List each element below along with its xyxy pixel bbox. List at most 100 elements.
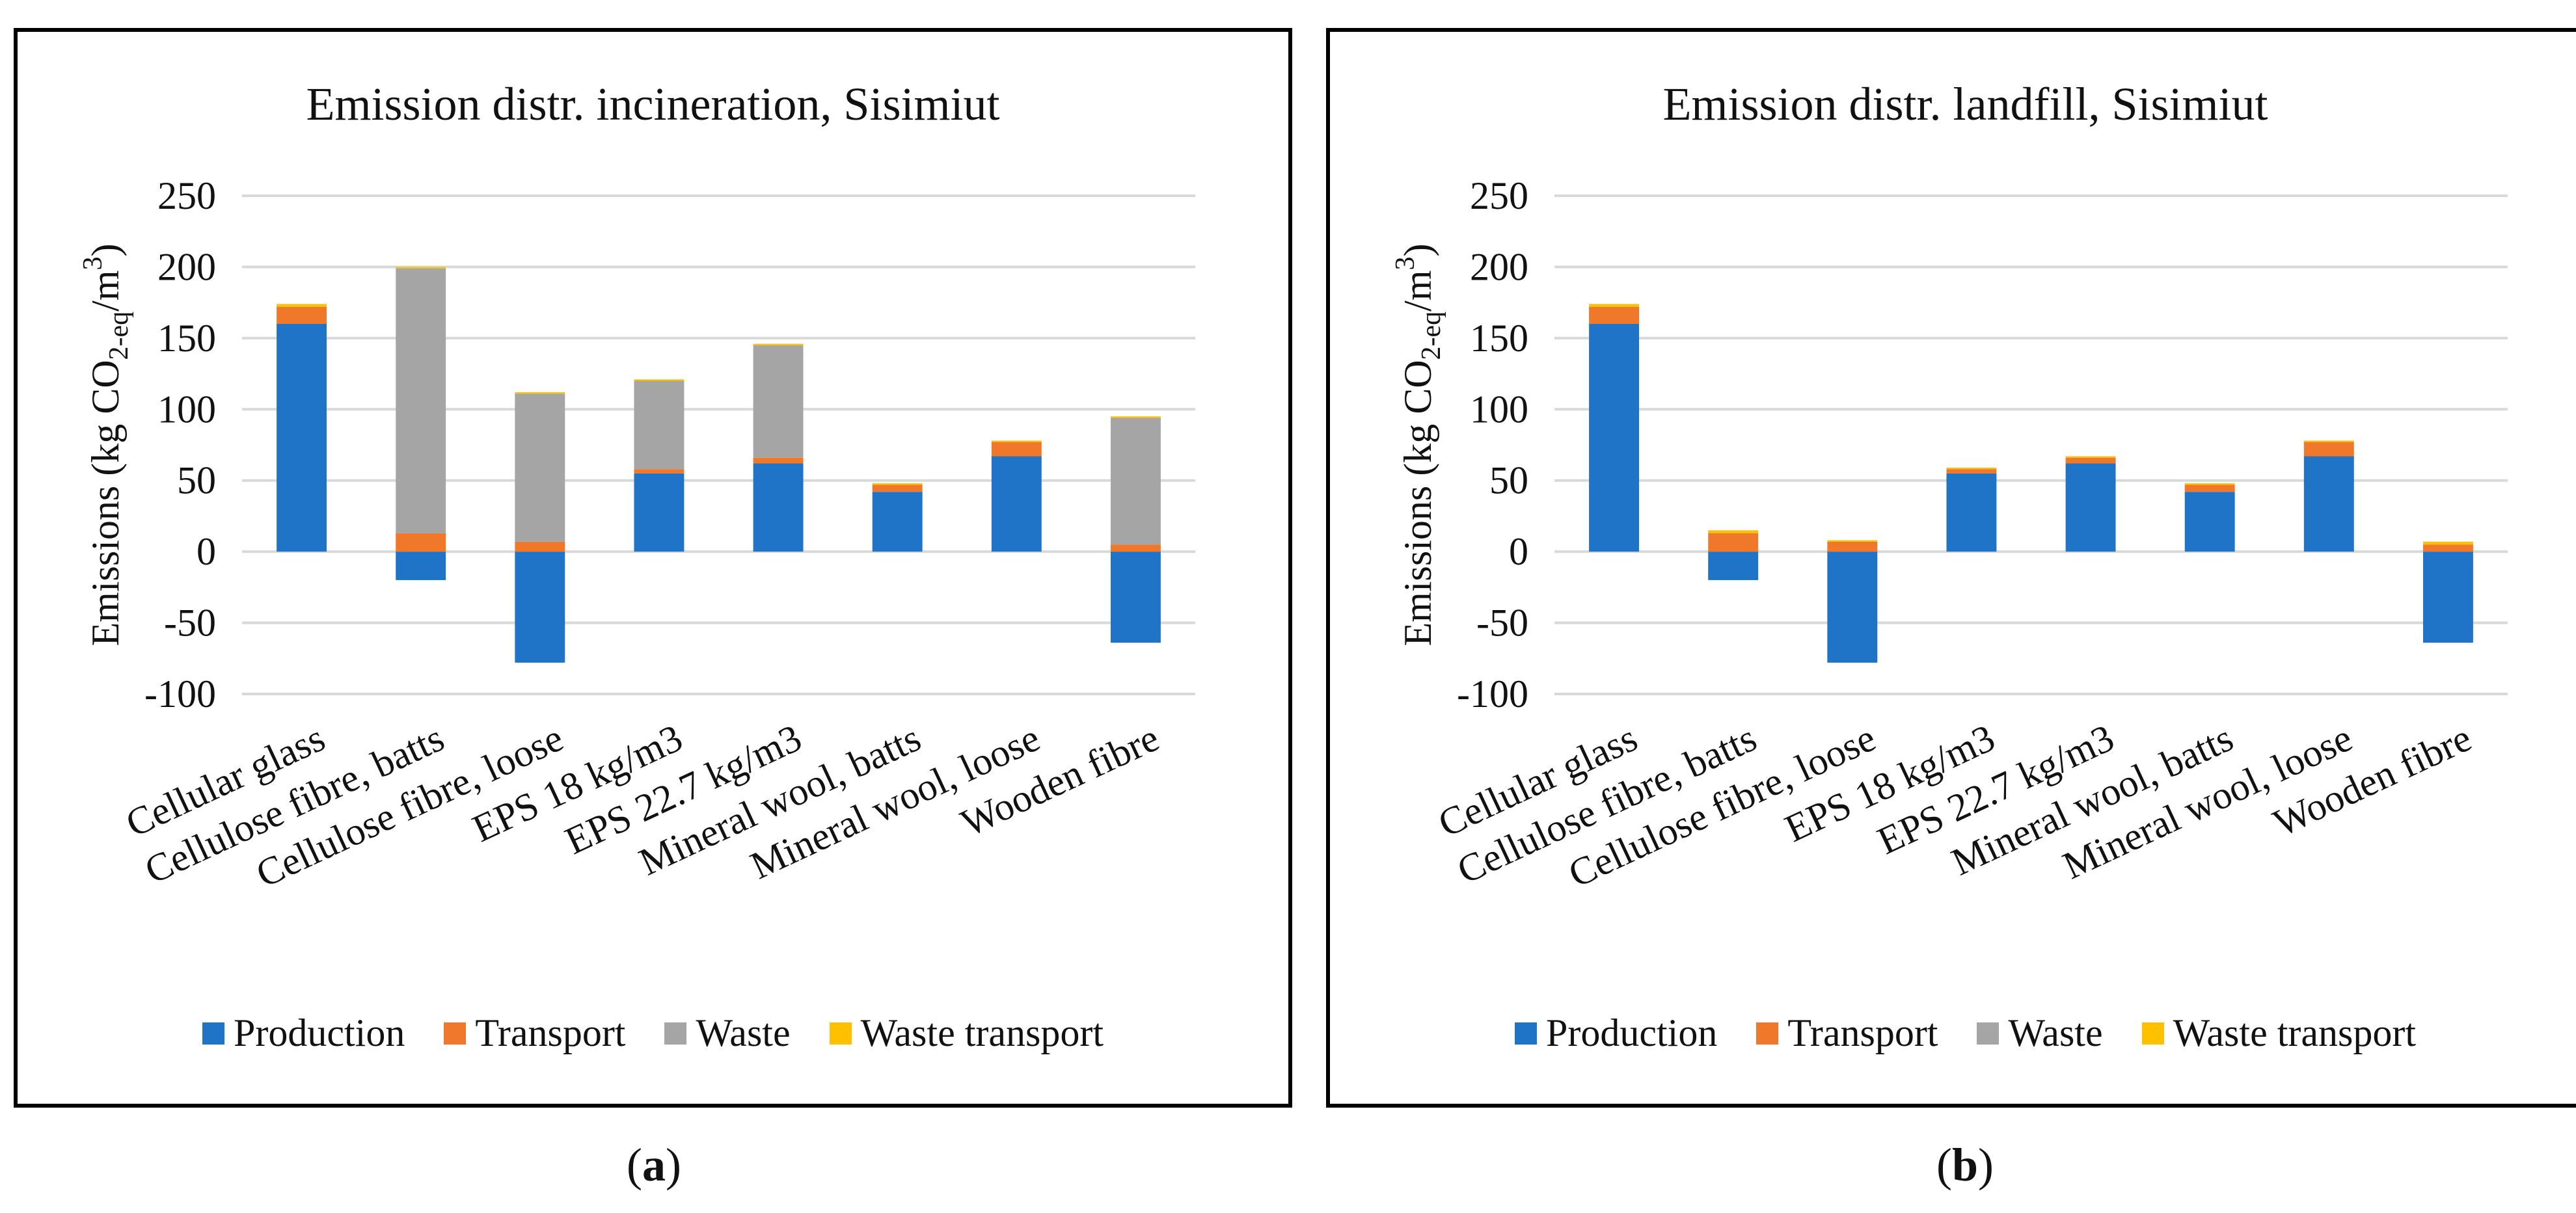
bar-segment <box>2303 442 2354 457</box>
y-tick-label: 200 <box>1470 245 1528 288</box>
y-tick-label: 100 <box>1470 388 1528 431</box>
legend-label: Production <box>1546 1011 1718 1054</box>
legend-item-transport: Transport <box>1756 1011 1938 1056</box>
bar-segment <box>1589 304 1640 307</box>
y-tick-label: -50 <box>1476 602 1528 645</box>
bar-segment <box>872 483 923 485</box>
y-tick-label: 150 <box>1470 317 1528 360</box>
y-tick-label: -100 <box>1457 673 1528 715</box>
bar-segment <box>515 541 565 552</box>
legend-swatch <box>829 1022 852 1045</box>
legend-item-waste-transport: Waste transport <box>2141 1011 2416 1056</box>
bar-segment <box>634 469 685 473</box>
bar-segment <box>2303 456 2354 552</box>
bar-segment <box>2303 440 2354 442</box>
chart-panel-a: Emission distr. incineration, Sisimiut -… <box>14 28 1292 1108</box>
bar-segment <box>753 457 804 464</box>
bar-segment <box>2184 485 2235 492</box>
bar-segment <box>753 343 804 345</box>
bar-segment <box>2065 457 2116 464</box>
legend-item-transport: Transport <box>444 1011 625 1056</box>
legend-label: Transport <box>1787 1011 1938 1054</box>
legend-item-production: Production <box>1515 1011 1717 1056</box>
legend-label: Waste <box>2008 1011 2103 1054</box>
bar-segment <box>634 380 685 470</box>
y-axis-label: Emissions (kg CO2-eq/m3) <box>1390 243 1446 646</box>
bar-segment <box>753 463 804 552</box>
bar-segment <box>396 533 446 552</box>
bar-segment <box>1110 544 1161 552</box>
chart-legend: Production Transport Waste Waste transpo… <box>1330 1011 2576 1056</box>
chart-plot-area: -100 -50 0 50 100 150 200 250 Emissions (kg CO2-… <box>1390 174 2508 896</box>
bar-segment <box>2065 463 2116 552</box>
bar-segment <box>1827 540 1878 542</box>
bar-segment <box>396 552 446 580</box>
legend-label: Waste transport <box>2173 1011 2416 1054</box>
bar-segment <box>1110 552 1161 643</box>
legend-swatch <box>444 1022 467 1045</box>
bar-segment <box>277 306 327 324</box>
y-tick-label: 250 <box>157 174 216 217</box>
y-tick-label: 200 <box>157 245 216 288</box>
bar-segment <box>2184 483 2235 485</box>
bar-segment <box>1708 552 1759 580</box>
legend-swatch <box>1515 1022 1537 1045</box>
legend-item-waste-transport: Waste transport <box>829 1011 1104 1056</box>
bar-segment <box>1110 416 1161 418</box>
bar-segment <box>1946 468 1997 470</box>
legend-swatch <box>202 1022 224 1045</box>
bar-segment <box>396 268 446 533</box>
y-axis-label: Emissions (kg CO2-eq/m3) <box>78 243 134 646</box>
bar-segment <box>634 473 685 552</box>
legend-item-production: Production <box>202 1011 405 1056</box>
bar-segment <box>1827 541 1878 552</box>
bar-segment <box>991 456 1042 552</box>
y-tick-label: 150 <box>157 317 216 360</box>
legend-swatch <box>1756 1022 1779 1045</box>
bar-segment <box>753 345 804 458</box>
bar-segment <box>1827 552 1878 663</box>
bar-segment <box>1110 418 1161 545</box>
chart-title: Emission distr. landfill, Sisimiut <box>1662 78 2268 130</box>
legend-item-waste: Waste <box>664 1011 791 1056</box>
chart-panel-b: Emission distr. landfill, Sisimiut -100 -… <box>1326 28 2576 1108</box>
bar-segment <box>1946 469 1997 473</box>
legend-label: Waste transport <box>860 1011 1104 1054</box>
bar-segment <box>515 392 565 394</box>
y-tick-label: 50 <box>177 459 216 502</box>
bar-segment <box>991 440 1042 442</box>
bar-segment <box>396 267 446 269</box>
bar-segment <box>515 552 565 663</box>
bar-segment <box>1589 323 1640 552</box>
bar-segment <box>1708 530 1759 533</box>
legend-swatch <box>1977 1022 2000 1045</box>
bar-segment <box>872 492 923 552</box>
bar-segment <box>991 442 1042 457</box>
legend-swatch <box>664 1022 687 1045</box>
legend-label: Waste <box>696 1011 791 1054</box>
bar-segment <box>2422 552 2473 643</box>
bar-segment <box>515 393 565 542</box>
bar-segment <box>1946 473 1997 552</box>
bar-segment <box>872 485 923 492</box>
legend-label: Transport <box>475 1011 626 1054</box>
legend-swatch <box>2141 1022 2164 1045</box>
bar-segment <box>2422 541 2473 545</box>
bar-segment <box>277 323 327 552</box>
y-tick-label: 50 <box>1489 459 1528 502</box>
y-tick-label: 0 <box>197 530 216 573</box>
legend-item-waste: Waste <box>1977 1011 2103 1056</box>
bar-segment <box>277 304 327 307</box>
y-tick-label: 100 <box>157 388 216 431</box>
bar-segment <box>634 379 685 381</box>
y-tick-label: -50 <box>164 602 216 645</box>
bar-segment <box>2184 492 2235 552</box>
bar-segment <box>2065 456 2116 458</box>
chart-legend: Production Transport Waste Waste transpo… <box>18 1011 1288 1056</box>
bar-segment <box>2422 544 2473 552</box>
y-tick-label: -100 <box>144 673 216 715</box>
legend-label: Production <box>234 1011 405 1054</box>
panel-caption-a: (a) <box>627 1139 681 1191</box>
bar-segment <box>1589 306 1640 324</box>
chart-plot-area: -100 -50 0 50 100 150 200 250 Emissions (kg CO2-… <box>78 174 1195 896</box>
